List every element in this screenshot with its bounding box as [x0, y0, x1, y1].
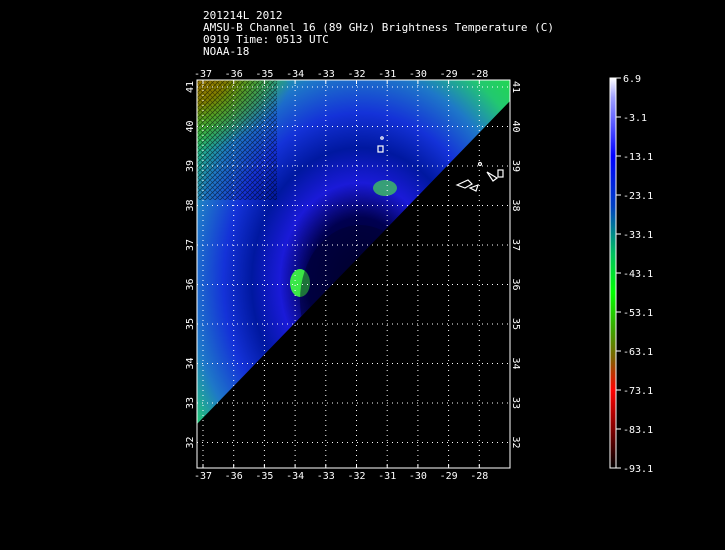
- lat-labels-right: 41 40 39 38 37 36 35 34 33 32: [510, 81, 521, 449]
- lon-label: -33: [317, 471, 335, 482]
- colorbar-label: -23.1: [623, 191, 653, 202]
- lon-label: -28: [470, 69, 488, 80]
- lat-label: 32: [185, 436, 196, 448]
- lat-label: 41: [185, 81, 196, 93]
- lat-label: 33: [510, 397, 521, 409]
- lon-labels-bottom: -37 -36 -35 -34 -33 -32 -31 -30 -29 -28: [194, 471, 488, 482]
- map-frame: [196, 79, 511, 469]
- lon-label: -33: [317, 69, 335, 80]
- lon-label: -36: [225, 471, 243, 482]
- lat-label: 32: [510, 436, 521, 448]
- lon-label: -29: [440, 471, 458, 482]
- title-line-3: 0919 Time: 0513 UTC: [203, 33, 329, 46]
- lon-label: -34: [286, 69, 304, 80]
- lat-label: 39: [185, 160, 196, 172]
- lon-label: -32: [347, 69, 365, 80]
- lon-label: -36: [225, 69, 243, 80]
- colorbar-label: -93.1: [623, 464, 653, 475]
- lon-label: -37: [194, 471, 212, 482]
- colorbar-label: -53.1: [623, 308, 653, 319]
- lat-label: 37: [510, 239, 521, 251]
- lat-label: 35: [185, 318, 196, 330]
- lat-label: 34: [185, 357, 196, 369]
- lat-label: 40: [510, 120, 521, 132]
- colorbar-label: -63.1: [623, 347, 653, 358]
- lon-label: -29: [440, 69, 458, 80]
- lat-label: 38: [185, 199, 196, 211]
- lat-label: 37: [185, 239, 196, 251]
- lat-label: 38: [510, 199, 521, 211]
- lon-label: -28: [470, 471, 488, 482]
- colorbar: [609, 77, 617, 469]
- lat-label: 39: [510, 160, 521, 172]
- lon-label: -30: [409, 471, 427, 482]
- lat-label: 41: [510, 81, 521, 93]
- colorbar-label: -43.1: [623, 269, 653, 280]
- title-line-4: NOAA-18: [203, 45, 250, 58]
- lon-label: -32: [347, 471, 365, 482]
- title-line-1: 201214L 2012: [203, 9, 283, 22]
- colorbar-label: -13.1: [623, 152, 653, 163]
- lon-label: -35: [255, 471, 273, 482]
- lat-label: 35: [510, 318, 521, 330]
- colorbar-label: -83.1: [623, 425, 653, 436]
- colorbar-label: -33.1: [623, 230, 653, 241]
- lat-label: 40: [185, 120, 196, 132]
- lat-label: 33: [185, 397, 196, 409]
- title-line-2: AMSU-B Channel 16 (89 GHz) Brightness Te…: [203, 21, 554, 34]
- island-outlines: [377, 136, 504, 192]
- lon-labels-top: -37 -36 -35 -34 -33 -32 -31 -30 -29 -28: [194, 69, 488, 80]
- lon-label: -31: [378, 471, 396, 482]
- lat-label: 36: [510, 278, 521, 290]
- lon-label: -31: [378, 69, 396, 80]
- lon-label: -35: [255, 69, 273, 80]
- colorbar-label: 6.9: [623, 74, 641, 85]
- brightness-temperature-image: [197, 80, 510, 424]
- lon-label: -37: [194, 69, 212, 80]
- colorbar-label: -3.1: [623, 113, 647, 124]
- colorbar-label: -73.1: [623, 386, 653, 397]
- lat-label: 34: [510, 357, 521, 369]
- lat-lon-grid: [197, 80, 510, 468]
- lat-label: 36: [185, 278, 196, 290]
- lon-label: -30: [409, 69, 427, 80]
- colorbar-ticks: 6.9 -3.1 -13.1 -23.1 -33.1 -43.1 -53.1 -63.1 -73…: [616, 74, 653, 475]
- lon-label: -34: [286, 471, 304, 482]
- lat-labels-left: 41 40 39 38 37 36 35 34 33 32: [185, 81, 196, 449]
